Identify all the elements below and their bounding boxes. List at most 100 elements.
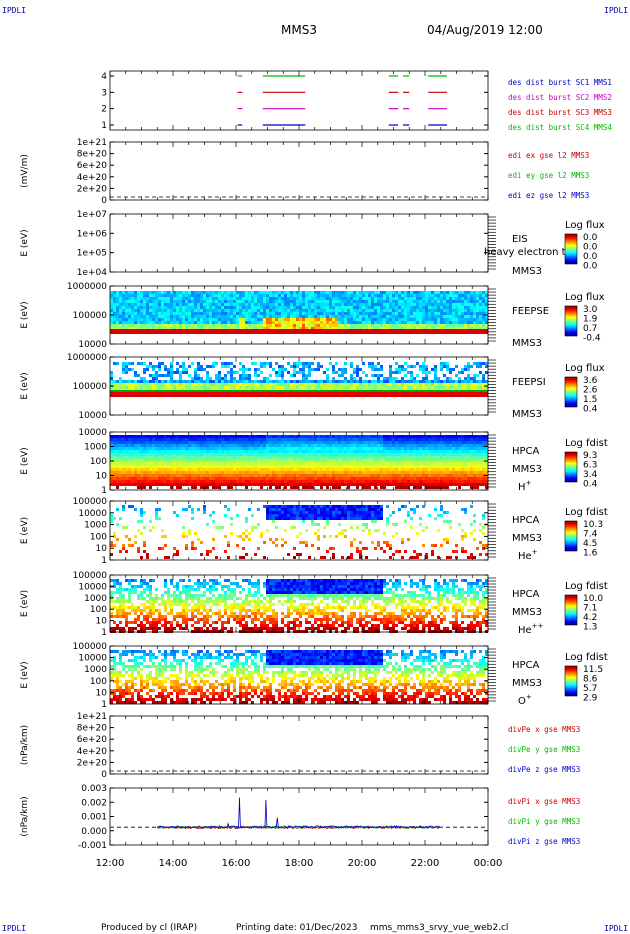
spectrogram-cell (482, 374, 485, 377)
spectrogram-cell (347, 383, 350, 386)
spectrogram-cell (461, 300, 464, 303)
spectrogram-cell (308, 380, 311, 383)
spectrogram-cell (449, 303, 452, 306)
spectrogram-cell (200, 383, 203, 386)
spectrogram-cell (182, 380, 185, 383)
spectrogram-cell (437, 321, 440, 324)
spectrogram-cell (242, 321, 245, 324)
spectrogram-cell (224, 306, 227, 309)
spectrogram-cell (320, 365, 323, 368)
spectrogram-cell (245, 377, 248, 380)
spectrogram-cell (386, 377, 389, 380)
spectrogram-cell (236, 471, 239, 474)
spectrogram-cell (458, 441, 461, 444)
spectrogram-cell (164, 447, 167, 450)
spectrogram-cell (416, 438, 419, 441)
spectrogram-cell (308, 383, 311, 386)
spectrogram-cell (197, 471, 200, 474)
spectrogram-cell (281, 453, 284, 456)
spectrogram-cell (407, 477, 410, 480)
spectrogram-cell (434, 486, 437, 489)
spectrogram-cell (218, 438, 221, 441)
spectrogram-cell (113, 441, 116, 444)
spectrogram-cell (248, 480, 251, 483)
spectrogram-cell (113, 312, 116, 315)
spectrogram-cell (365, 383, 368, 386)
spectrogram-cell (260, 447, 263, 450)
spectrogram-cell (188, 294, 191, 297)
spectrogram-cell (299, 324, 302, 327)
spectrogram-cell (290, 321, 293, 324)
spectrogram-cell (332, 309, 335, 312)
spectrogram-cell (260, 315, 263, 318)
spectrogram-cell (152, 483, 155, 486)
spectrogram-cell (464, 327, 467, 330)
spectrogram-cell (389, 441, 392, 444)
spectrogram-cell (392, 386, 395, 389)
spectrogram-cell (251, 438, 254, 441)
spectrogram-cell (326, 474, 329, 477)
spectrogram-cell (281, 477, 284, 480)
spectrogram-cell (119, 435, 122, 438)
spectrogram-cell (377, 468, 380, 471)
spectrogram-cell (170, 321, 173, 324)
spectrogram-cell (152, 291, 155, 294)
spectrogram-cell (419, 324, 422, 327)
spectrogram-cell (146, 480, 149, 483)
spectrogram-cell (155, 444, 158, 447)
spectrogram-cell (311, 294, 314, 297)
spectrogram-cell (125, 441, 128, 444)
spectrogram-cell (197, 312, 200, 315)
spectrogram-cell (305, 383, 308, 386)
spectrogram-cell (167, 459, 170, 462)
spectrogram-cell (284, 483, 287, 486)
spectrogram-cell (428, 453, 431, 456)
spectrogram-cell (119, 327, 122, 330)
spectrogram-cell (443, 462, 446, 465)
spectrogram-cell (452, 386, 455, 389)
spectrogram-cell (164, 324, 167, 327)
spectrogram-cell (284, 477, 287, 480)
spectrogram-cell (368, 324, 371, 327)
spectrogram-cell (245, 459, 248, 462)
spectrogram-cell (218, 453, 221, 456)
spectrogram-cell (413, 468, 416, 471)
spectrogram-cell (119, 444, 122, 447)
spectrogram-cell (209, 459, 212, 462)
spectrogram-cell (299, 444, 302, 447)
spectrogram-cell (257, 309, 260, 312)
spectrogram-cell (395, 477, 398, 480)
spectrogram-cell (269, 435, 272, 438)
spectrogram-cell (359, 327, 362, 330)
spectrogram-cell (404, 300, 407, 303)
spectrogram-cell (197, 365, 200, 368)
spectrogram-cell (197, 441, 200, 444)
spectrogram-cell (233, 306, 236, 309)
spectrogram-cell (236, 380, 239, 383)
spectrogram-cell (302, 386, 305, 389)
spectrogram-cell (224, 468, 227, 471)
spectrogram-cell (266, 294, 269, 297)
spectrogram-cell (449, 483, 452, 486)
spectrogram-cell (335, 462, 338, 465)
spectrogram-cell (164, 456, 167, 459)
spectrogram-cell (140, 300, 143, 303)
spectrogram-cell (140, 318, 143, 321)
spectrogram-cell (380, 450, 383, 453)
spectrogram-cell (380, 374, 383, 377)
spectrogram-cell (245, 453, 248, 456)
spectrogram-cell (176, 465, 179, 468)
spectrogram-cell (419, 327, 422, 330)
spectrogram-cell (371, 306, 374, 309)
spectrogram-cell (137, 456, 140, 459)
spectrogram-cell (218, 303, 221, 306)
spectrogram-cell (356, 300, 359, 303)
spectrogram-cell (266, 441, 269, 444)
spectrogram-cell (119, 306, 122, 309)
spectrogram-cell (332, 435, 335, 438)
spectrogram-cell (356, 453, 359, 456)
spectrogram-cell (329, 291, 332, 294)
spectrogram-cell (302, 447, 305, 450)
spectrogram-cell (242, 444, 245, 447)
